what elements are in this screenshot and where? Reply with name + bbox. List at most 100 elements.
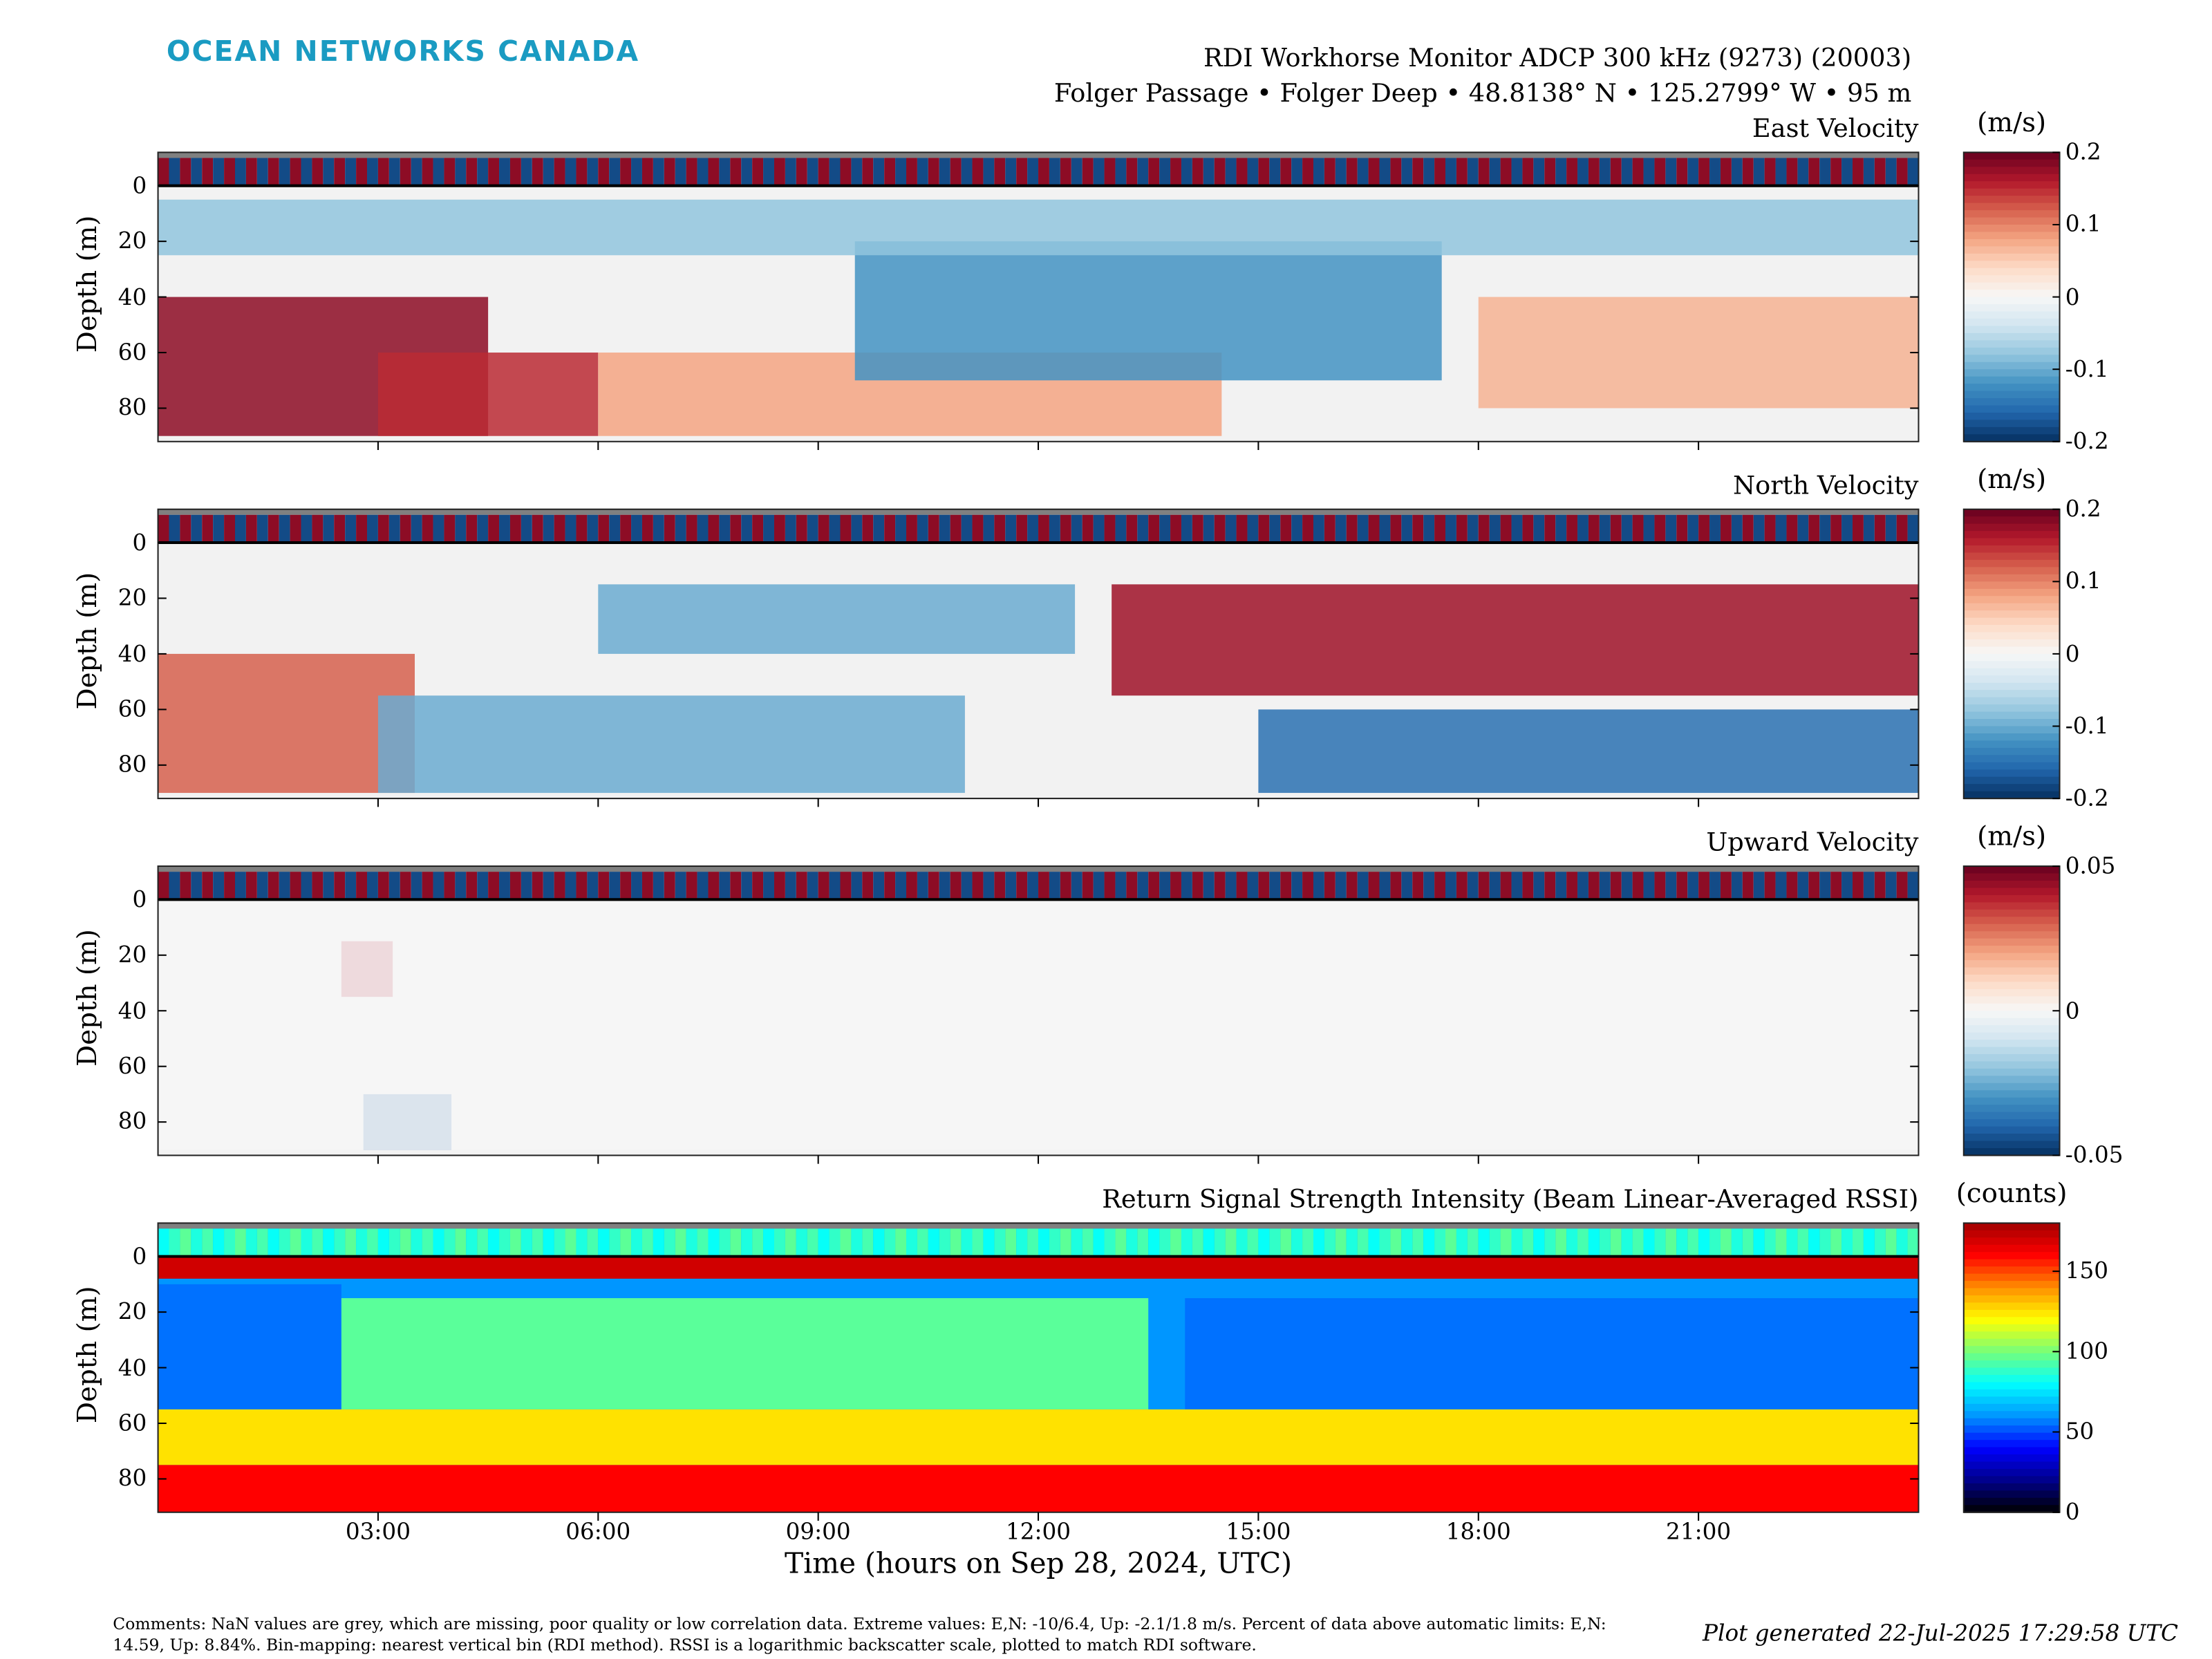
y-tick-label: 80 bbox=[118, 1465, 147, 1492]
surface-noise-cell bbox=[1038, 872, 1049, 900]
surface-noise-cell bbox=[1467, 514, 1479, 543]
surface-noise-cell bbox=[1456, 872, 1468, 900]
y-tick-label: 80 bbox=[118, 394, 147, 421]
colorbar-cell bbox=[1963, 747, 2060, 756]
surface-noise-cell bbox=[1247, 158, 1259, 186]
surface-noise-cell bbox=[301, 872, 312, 900]
colorbar-cell bbox=[1963, 711, 2060, 720]
surface-noise-cell bbox=[1005, 158, 1017, 186]
surface-noise-cell bbox=[158, 1228, 169, 1257]
surface-noise-cell bbox=[587, 1228, 599, 1257]
colorbar-cell bbox=[1963, 762, 2060, 771]
surface-noise-cell bbox=[1357, 158, 1369, 186]
surface-noise-cell bbox=[708, 872, 720, 900]
surface-noise-cell bbox=[873, 872, 885, 900]
colorbar-unit: (m/s) bbox=[1977, 821, 2047, 852]
surface-noise-cell bbox=[1445, 1228, 1456, 1257]
surface-noise-cell bbox=[356, 872, 368, 900]
surface-noise-cell bbox=[1764, 158, 1776, 186]
colorbar-cell bbox=[1963, 866, 2060, 874]
surface-noise-cell bbox=[1027, 158, 1039, 186]
surface-noise-cell bbox=[1159, 158, 1171, 186]
colorbar-cell bbox=[1963, 909, 2060, 918]
surface-noise-cell bbox=[1434, 514, 1446, 543]
colorbar-cell bbox=[1963, 1105, 2060, 1113]
surface-noise-cell bbox=[1302, 158, 1313, 186]
colorbar-tick-label: 0 bbox=[2065, 996, 2080, 1024]
x-tick-label: 03:00 bbox=[345, 1517, 411, 1545]
surface-noise-cell bbox=[466, 872, 478, 900]
surface-noise-cell bbox=[356, 158, 368, 186]
surface-noise-cell bbox=[807, 1228, 818, 1257]
heatmap-region-2 bbox=[158, 899, 1919, 1150]
surface-noise-cell bbox=[752, 514, 764, 543]
surface-noise-cell bbox=[1049, 158, 1060, 186]
colorbar-cell bbox=[1963, 1259, 2060, 1268]
surface-noise-cell bbox=[961, 872, 973, 900]
colorbar-tick-label: -0.1 bbox=[2065, 712, 2109, 739]
surface-noise-cell bbox=[1511, 514, 1523, 543]
surface-noise-cell bbox=[1016, 1228, 1028, 1257]
surface-noise-cell bbox=[1027, 514, 1039, 543]
surface-noise-cell bbox=[587, 872, 599, 900]
surface-noise-cell bbox=[1368, 872, 1380, 900]
surface-noise-cell bbox=[763, 158, 774, 186]
y-tick-label: 40 bbox=[118, 996, 147, 1024]
colorbar-cell bbox=[1963, 1126, 2060, 1135]
surface-noise-cell bbox=[1819, 158, 1831, 186]
surface-noise-cell bbox=[477, 872, 489, 900]
surface-noise-cell bbox=[1456, 514, 1468, 543]
y-tick-label: 40 bbox=[118, 283, 147, 310]
surface-noise-cell bbox=[1071, 1228, 1082, 1257]
colorbar-cell bbox=[1963, 1447, 2060, 1456]
surface-noise-cell bbox=[1049, 1228, 1060, 1257]
surface-noise-cell bbox=[312, 1228, 324, 1257]
surface-noise-cell bbox=[345, 158, 357, 186]
surface-noise-cell bbox=[1797, 872, 1809, 900]
y-tick-label: 40 bbox=[118, 639, 147, 667]
surface-noise-cell bbox=[1808, 158, 1820, 186]
surface-noise-cell bbox=[1225, 158, 1237, 186]
surface-noise-cell bbox=[1016, 872, 1028, 900]
surface-noise-cell bbox=[1104, 514, 1116, 543]
surface-noise-cell bbox=[1192, 158, 1203, 186]
x-tick-label: 21:00 bbox=[1666, 1517, 1732, 1545]
y-tick-label: 40 bbox=[118, 1353, 147, 1380]
colorbar-cell bbox=[1963, 1112, 2060, 1121]
surface-noise-cell bbox=[444, 514, 456, 543]
surface-noise-cell bbox=[1412, 872, 1424, 900]
surface-noise-cell bbox=[719, 514, 731, 543]
surface-noise-cell bbox=[1500, 158, 1512, 186]
colorbar-cell bbox=[1963, 1082, 2060, 1091]
surface-noise-cell bbox=[565, 514, 577, 543]
surface-noise-cell bbox=[609, 1228, 621, 1257]
colorbar-cell bbox=[1963, 894, 2060, 903]
surface-noise-cell bbox=[1731, 514, 1743, 543]
surface-noise-cell bbox=[1885, 872, 1897, 900]
surface-noise-cell bbox=[213, 1228, 225, 1257]
heatmap-region-1 bbox=[158, 1284, 341, 1409]
surface-noise-cell bbox=[1093, 514, 1105, 543]
colorbar-cell bbox=[1963, 1331, 2060, 1340]
surface-noise-cell bbox=[1522, 514, 1534, 543]
surface-noise-cell bbox=[719, 872, 731, 900]
colorbar-cell bbox=[1963, 412, 2060, 421]
x-tick-label: 18:00 bbox=[1445, 1517, 1511, 1545]
colorbar-cell bbox=[1963, 261, 2060, 269]
surface-noise-cell bbox=[1731, 158, 1743, 186]
surface-noise-cell bbox=[917, 514, 928, 543]
surface-noise-cell bbox=[1874, 158, 1886, 186]
surface-noise-cell bbox=[268, 514, 279, 543]
heatmap-region-3 bbox=[854, 241, 1442, 381]
surface-noise-cell bbox=[1456, 158, 1468, 186]
surface-noise-cell bbox=[554, 158, 565, 186]
surface-noise-cell bbox=[1357, 872, 1369, 900]
colorbar-cell bbox=[1963, 888, 2060, 896]
surface-noise-cell bbox=[1621, 514, 1633, 543]
colorbar-cell bbox=[1963, 405, 2060, 413]
colorbar-cell bbox=[1963, 224, 2060, 233]
colorbar-tick-label: 0 bbox=[2065, 639, 2080, 667]
surface-noise-cell bbox=[1522, 1228, 1534, 1257]
colorbar-cell bbox=[1963, 1425, 2060, 1434]
